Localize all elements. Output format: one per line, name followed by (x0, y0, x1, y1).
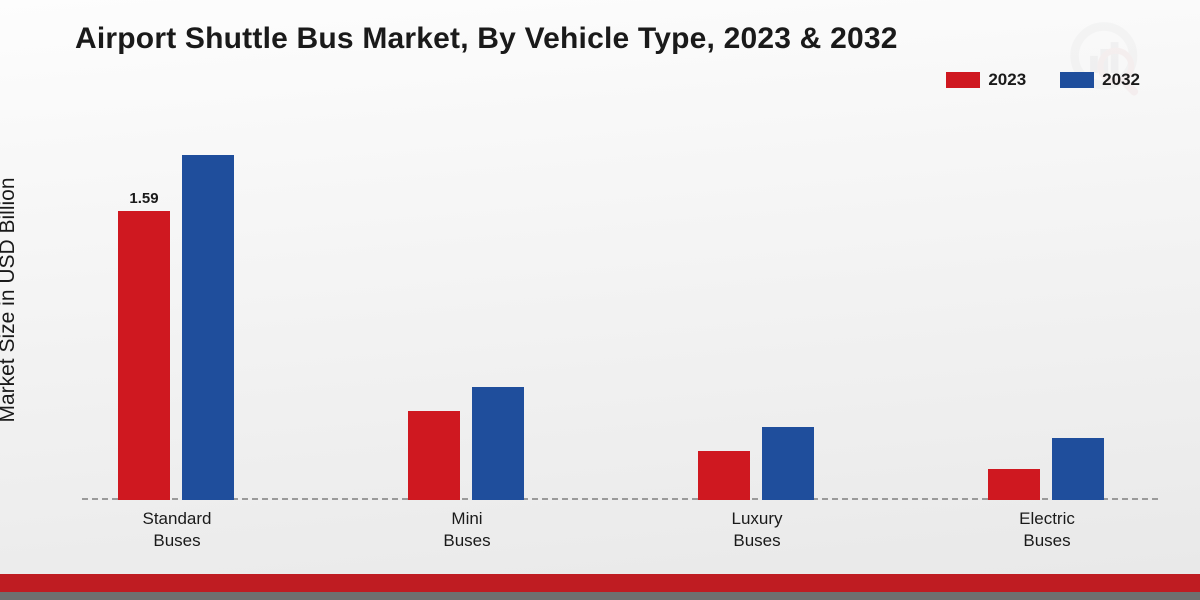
bar-2032 (472, 387, 524, 500)
brand-logo-icon (1066, 18, 1152, 104)
bar-2032 (762, 427, 814, 500)
legend-label: 2023 (988, 70, 1026, 90)
footer-stripe-grey (0, 592, 1200, 600)
category-label: Mini Buses (377, 500, 557, 552)
legend: 2023 2032 (946, 70, 1140, 90)
bar-2032 (1052, 438, 1104, 500)
legend-swatch-icon (1060, 72, 1094, 88)
category-label: Electric Buses (957, 500, 1137, 552)
bar-2032 (182, 155, 234, 500)
bar-2023 (408, 411, 460, 500)
legend-item-2023: 2023 (946, 70, 1026, 90)
bar-2023 (988, 469, 1040, 500)
chart-title: Airport Shuttle Bus Market, By Vehicle T… (75, 22, 898, 56)
plot-area: 1.59 Standard Buses Mini Buses Luxury Bu… (82, 100, 1158, 500)
legend-item-2032: 2032 (1060, 70, 1140, 90)
bar-2023: 1.59 (118, 211, 170, 500)
legend-label: 2032 (1102, 70, 1140, 90)
value-label: 1.59 (118, 190, 170, 207)
category-label: Standard Buses (87, 500, 267, 552)
bar-2023 (698, 451, 750, 500)
legend-swatch-icon (946, 72, 980, 88)
footer-stripe-red (0, 574, 1200, 592)
category-label: Luxury Buses (667, 500, 847, 552)
